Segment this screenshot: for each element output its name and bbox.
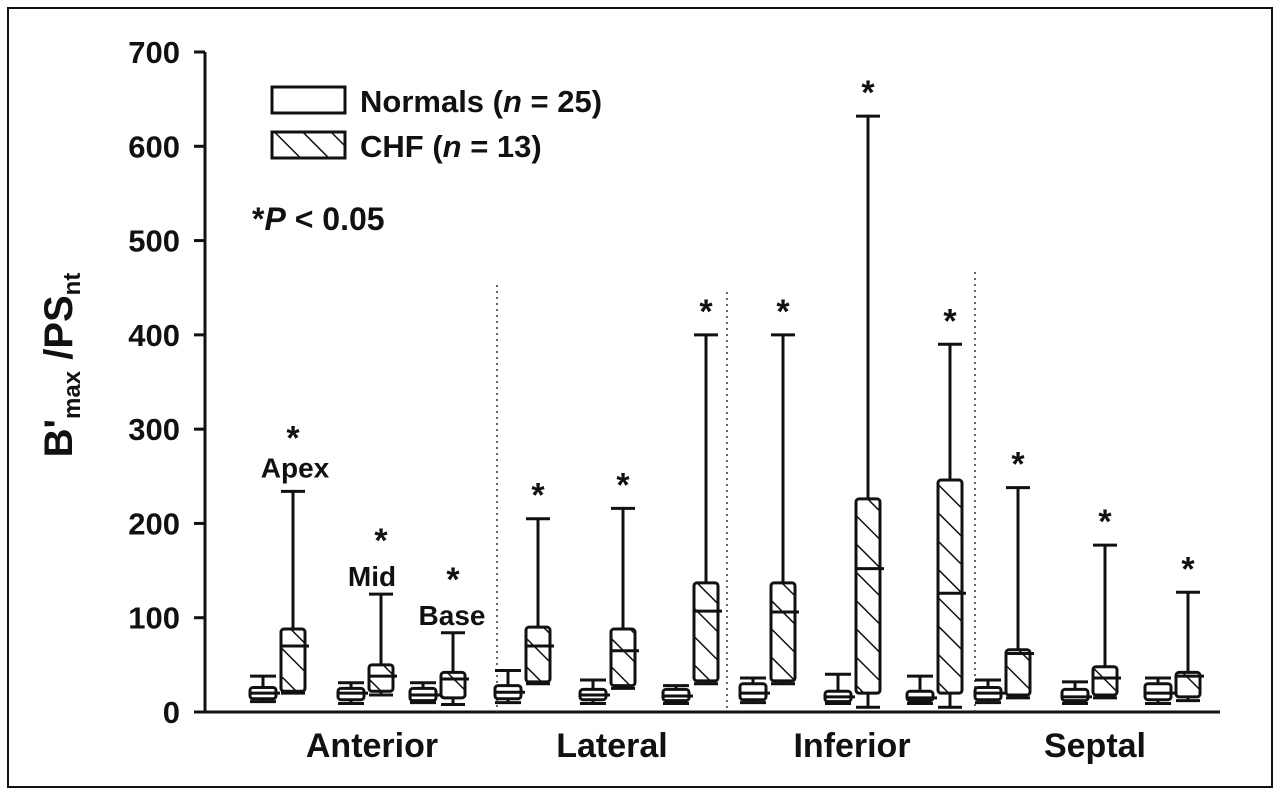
box-chf-inferior-mid: * bbox=[854, 74, 884, 709]
box-iqr bbox=[854, 497, 882, 695]
box-normals-anterior-apex bbox=[248, 674, 280, 704]
box-normals-inferior-base bbox=[905, 674, 937, 706]
box-iqr bbox=[1174, 670, 1202, 699]
box-chf-inferior-base: * bbox=[936, 302, 966, 709]
box-chf-anterior-apex: * bbox=[279, 419, 309, 695]
significance-star: * bbox=[1098, 503, 1112, 541]
box-iqr bbox=[609, 627, 637, 688]
legend-label-chf: CHF (n = 13) bbox=[360, 129, 542, 164]
boxes-layer: * * * * * * * * * * * * bbox=[248, 74, 1204, 709]
box-iqr bbox=[769, 581, 797, 683]
significance-star: * bbox=[446, 561, 460, 599]
box-iqr bbox=[1091, 665, 1119, 697]
box-iqr bbox=[1060, 687, 1090, 703]
group-labels: Anterior Lateral Inferior Septal bbox=[306, 727, 1146, 765]
segment-label-apex: Apex bbox=[261, 452, 330, 483]
box-normals-septal-apex bbox=[973, 678, 1005, 705]
legend-swatch-chf bbox=[270, 130, 347, 160]
box-normals-septal-base bbox=[1143, 676, 1175, 706]
y-tick-label: 100 bbox=[128, 601, 180, 636]
box-normals-septal-mid bbox=[1060, 680, 1092, 706]
y-tick-label: 0 bbox=[163, 695, 180, 730]
group-label-septal: Septal bbox=[1044, 727, 1146, 765]
legend-label-normals: Normals (n = 25) bbox=[360, 84, 602, 119]
box-iqr bbox=[439, 670, 467, 700]
y-tick-label: 600 bbox=[128, 129, 180, 164]
box-normals-lateral-mid bbox=[578, 678, 610, 706]
box-iqr bbox=[367, 663, 395, 693]
box-chf-lateral-apex: * bbox=[524, 477, 554, 686]
y-tick-label: 400 bbox=[128, 318, 180, 353]
y-tick-label: 500 bbox=[128, 224, 180, 259]
group-dividers bbox=[496, 272, 976, 712]
box-normals-anterior-mid bbox=[336, 681, 368, 706]
significance-star: * bbox=[531, 477, 545, 515]
box-chf-anterior-mid: * bbox=[367, 522, 397, 697]
box-normals-inferior-apex bbox=[738, 676, 770, 705]
segment-labels: Apex Mid Base bbox=[261, 452, 486, 630]
legend-swatch-normals bbox=[270, 85, 347, 115]
group-label-inferior: Inferior bbox=[793, 727, 910, 765]
significance-star: * bbox=[1181, 550, 1195, 588]
legend: Normals (n = 25) CHF (n = 13) bbox=[270, 84, 602, 164]
box-iqr bbox=[936, 478, 964, 695]
box-normals-anterior-base bbox=[408, 681, 440, 705]
box-chf-anterior-base: * bbox=[439, 561, 469, 706]
y-ticks: 0 100 200 300 400 500 600 700 bbox=[128, 35, 205, 730]
significance-star: * bbox=[776, 293, 790, 331]
box-normals-inferior-mid bbox=[823, 672, 855, 706]
significance-note: *P < 0.05 bbox=[252, 201, 385, 237]
significance-star: * bbox=[699, 293, 713, 331]
segment-label-mid: Mid bbox=[348, 561, 396, 592]
y-tick-label: 200 bbox=[128, 506, 180, 541]
box-chf-septal-mid: * bbox=[1091, 503, 1121, 700]
box-chf-septal-apex: * bbox=[1004, 446, 1034, 700]
significance-star: * bbox=[616, 466, 630, 504]
group-label-lateral: Lateral bbox=[556, 727, 668, 765]
box-iqr bbox=[279, 627, 307, 693]
box-normals-lateral-base bbox=[661, 684, 693, 706]
box-normals-lateral-apex bbox=[493, 669, 525, 705]
box-chf-septal-base: * bbox=[1174, 550, 1204, 703]
y-tick-label: 700 bbox=[128, 35, 180, 70]
box-iqr bbox=[692, 581, 720, 683]
segment-label-base: Base bbox=[419, 600, 486, 631]
box-iqr bbox=[1004, 648, 1032, 697]
significance-star: * bbox=[1011, 446, 1025, 484]
outer-border bbox=[7, 7, 1273, 788]
significance-star: * bbox=[861, 74, 875, 112]
box-chf-inferior-apex: * bbox=[769, 293, 799, 686]
box-chf-lateral-mid: * bbox=[609, 466, 639, 690]
box-chf-lateral-base: * bbox=[692, 293, 722, 686]
box-iqr bbox=[524, 625, 552, 684]
significance-star: * bbox=[286, 419, 300, 457]
significance-star: * bbox=[374, 522, 388, 560]
significance-star: * bbox=[943, 302, 957, 340]
y-axis-label: B'max /PSnt bbox=[37, 273, 86, 458]
group-label-anterior: Anterior bbox=[306, 727, 438, 765]
y-tick-label: 300 bbox=[128, 412, 180, 447]
